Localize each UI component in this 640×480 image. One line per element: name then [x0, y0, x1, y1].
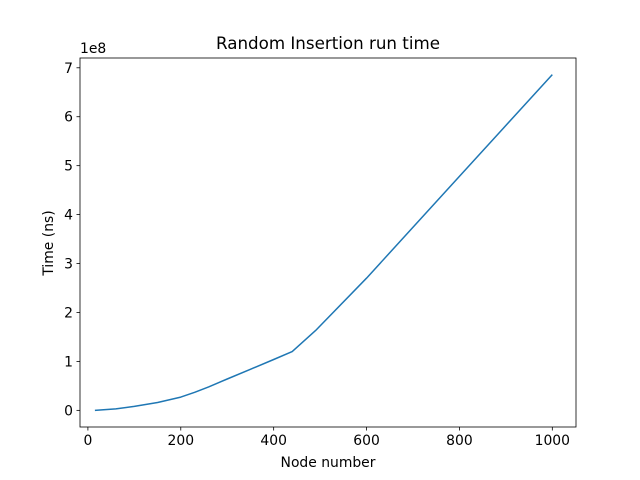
y-tick-label: 5 [64, 159, 73, 175]
y-tick-label: 3 [64, 257, 73, 273]
plot-area [94, 74, 553, 412]
x-axis-label: Node number [281, 455, 376, 471]
y-axis-label: Time (ns) [41, 210, 57, 276]
y-tick-label: 1 [64, 354, 73, 370]
x-tick-label: 0 [83, 433, 92, 449]
x-tick-label: 600 [353, 433, 380, 449]
y-tick-label: 6 [64, 110, 73, 126]
y-axis: 0 1 2 3 4 5 6 7 [64, 61, 80, 419]
y-tick-label: 7 [64, 61, 73, 77]
chart-title: Random Insertion run time [216, 33, 440, 53]
y-tick-label: 4 [64, 208, 73, 224]
plot-frame [79, 57, 577, 428]
x-axis: 0 200 400 600 800 1000 [83, 427, 570, 449]
series-line [94, 74, 553, 412]
x-tick-label: 400 [260, 433, 287, 449]
y-tick-label: 2 [64, 305, 73, 321]
y-tick-label: 0 [64, 403, 73, 419]
x-tick-label: 200 [168, 433, 195, 449]
x-tick-label: 1000 [535, 433, 570, 449]
x-tick-label: 800 [446, 433, 473, 449]
y-offset-label: 1e8 [80, 41, 106, 57]
